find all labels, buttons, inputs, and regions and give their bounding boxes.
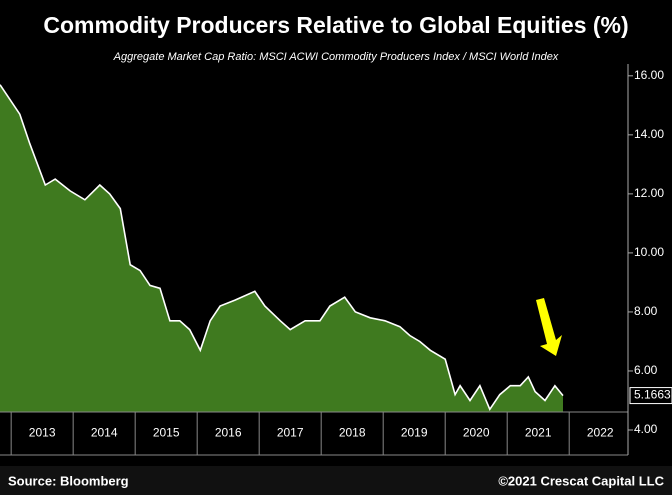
footer-bar <box>0 466 672 495</box>
x-tick-label: 2022 <box>587 426 614 440</box>
x-tick-label: 2018 <box>339 426 366 440</box>
plot-area <box>0 84 564 430</box>
axes: 5.1663 2013 2014 2015 2016 2017 2018 2019 2020 20… <box>0 64 672 456</box>
chart-subtitle: Aggregate Market Cap Ratio: MSCI ACWI Co… <box>113 51 559 63</box>
copyright-text: ©2021 Crescat Capital LLC <box>498 473 664 488</box>
x-tick-label: 2020 <box>463 426 490 440</box>
x-tick-label: 2021 <box>525 426 552 440</box>
y-tick-label: 10.00 <box>634 245 664 259</box>
source-text: Source: Bloomberg <box>8 473 129 488</box>
x-tick-label: 2013 <box>29 426 56 440</box>
line <box>0 84 564 411</box>
arrow-annotation <box>536 298 562 356</box>
y-tick-label: 14.00 <box>634 127 664 141</box>
x-tick-label: 2016 <box>215 426 242 440</box>
last-value-label: 5.1663 <box>634 388 671 402</box>
y-tick-label: 4.00 <box>634 422 658 436</box>
y-tick-label: 16.00 <box>634 68 664 82</box>
y-tick-label: 8.00 <box>634 304 658 318</box>
x-axis-band <box>0 412 628 455</box>
chart-title: Commodity Producers Relative to Global E… <box>43 12 628 38</box>
x-tick-label: 2015 <box>153 426 180 440</box>
x-tick-label: 2017 <box>277 426 304 440</box>
x-tick-label: 2019 <box>401 426 428 440</box>
x-tick-label: 2014 <box>91 426 118 440</box>
last-value-box <box>629 387 672 405</box>
y-tick-label: 6.00 <box>634 363 658 377</box>
y-tick-label: 12.00 <box>634 186 664 200</box>
